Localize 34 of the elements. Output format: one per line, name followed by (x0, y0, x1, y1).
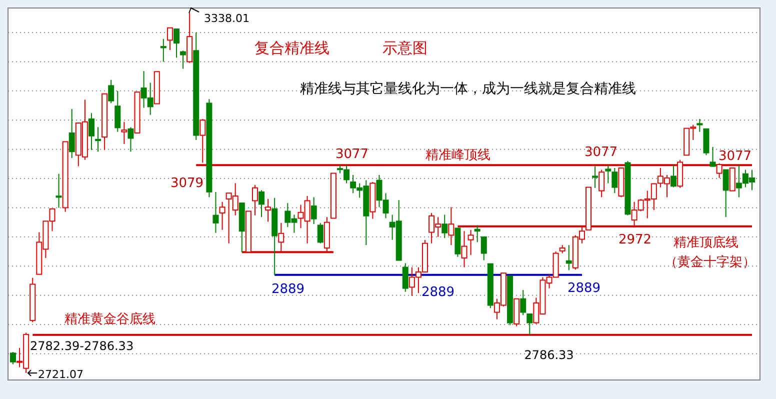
series-label: 精准顶底线 (674, 235, 738, 250)
candlestick (272, 197, 278, 276)
series-label: 精准峰顶线 (426, 148, 490, 164)
annotation: 3079 (170, 176, 204, 191)
candlestick (592, 166, 598, 188)
candlestick (212, 191, 219, 234)
annotation: 2889 (421, 284, 455, 300)
candlestick (56, 173, 62, 208)
annotation: （黄金十字架） (664, 254, 756, 270)
text: 复合精准线 (254, 39, 330, 57)
candlestick (68, 108, 75, 159)
text: 示意图 (382, 39, 428, 57)
annotation: 3338.01 (204, 12, 250, 25)
annotation: 2786.33 (524, 348, 574, 362)
candlestick (95, 126, 102, 152)
candlestick (265, 198, 272, 222)
annotation: 精准线与其它量线化为一体，成为一线就是复合精准线 (300, 81, 636, 97)
candlestick (461, 230, 468, 268)
candlestick (160, 38, 166, 62)
candlestick (474, 224, 480, 243)
annotation: 2721.07 (38, 368, 84, 381)
candlestick (448, 206, 454, 246)
annotation: 2889 (567, 280, 601, 296)
annotation: 3077 (335, 147, 369, 162)
annotation: 2972 (618, 232, 652, 248)
candlestick (88, 112, 94, 150)
candlestick (566, 244, 572, 271)
annotation: 2889 (271, 282, 305, 297)
candlestick (121, 121, 128, 145)
series-label: 精准黄金谷底线 (64, 312, 156, 327)
annotation: 3077 (584, 145, 618, 160)
annotation: 2782.39-2786.33 (30, 339, 134, 353)
candlestick (114, 90, 121, 132)
annotation: 3077 (718, 149, 752, 164)
